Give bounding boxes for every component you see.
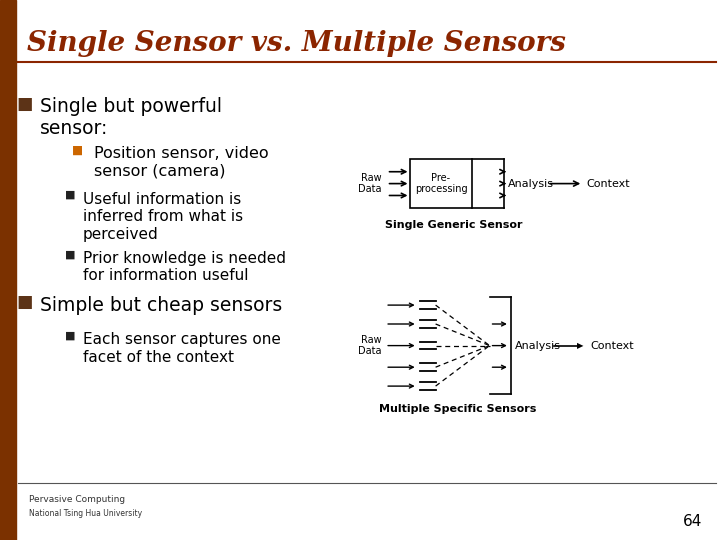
Bar xyxy=(0,0,16,540)
Text: Analysis: Analysis xyxy=(515,341,561,350)
Text: Analysis: Analysis xyxy=(508,179,554,188)
Text: ■: ■ xyxy=(17,94,33,112)
Text: Pre-
processing: Pre- processing xyxy=(415,173,467,194)
Text: Simple but cheap sensors: Simple but cheap sensors xyxy=(40,296,282,315)
Text: Prior knowledge is needed
for information useful: Prior knowledge is needed for informatio… xyxy=(83,251,286,284)
Text: ■: ■ xyxy=(65,249,76,260)
Text: Position sensor, video
sensor (camera): Position sensor, video sensor (camera) xyxy=(94,146,269,178)
Text: Single but powerful
sensor:: Single but powerful sensor: xyxy=(40,97,222,138)
Text: ■: ■ xyxy=(17,293,33,311)
Bar xyxy=(410,159,472,208)
Text: ■: ■ xyxy=(72,144,83,157)
Text: ■: ■ xyxy=(65,330,76,341)
Text: Single Generic Sensor: Single Generic Sensor xyxy=(385,220,522,231)
Text: Pervasive Computing: Pervasive Computing xyxy=(29,495,125,504)
Text: Single Sensor vs. Multiple Sensors: Single Sensor vs. Multiple Sensors xyxy=(27,30,566,57)
Text: Context: Context xyxy=(587,179,631,188)
Text: Context: Context xyxy=(590,341,634,350)
Text: Raw
Data: Raw Data xyxy=(358,335,382,356)
Text: National Tsing Hua University: National Tsing Hua University xyxy=(29,509,142,517)
Text: Each sensor captures one
facet of the context: Each sensor captures one facet of the co… xyxy=(83,332,281,365)
Text: 64: 64 xyxy=(683,514,702,529)
Text: Useful information is
inferred from what is
perceived: Useful information is inferred from what… xyxy=(83,192,243,241)
Text: Multiple Specific Sensors: Multiple Specific Sensors xyxy=(379,404,536,414)
Text: ■: ■ xyxy=(65,190,76,200)
Text: ▶: ▶ xyxy=(577,341,583,350)
Text: Raw
Data: Raw Data xyxy=(358,173,382,194)
